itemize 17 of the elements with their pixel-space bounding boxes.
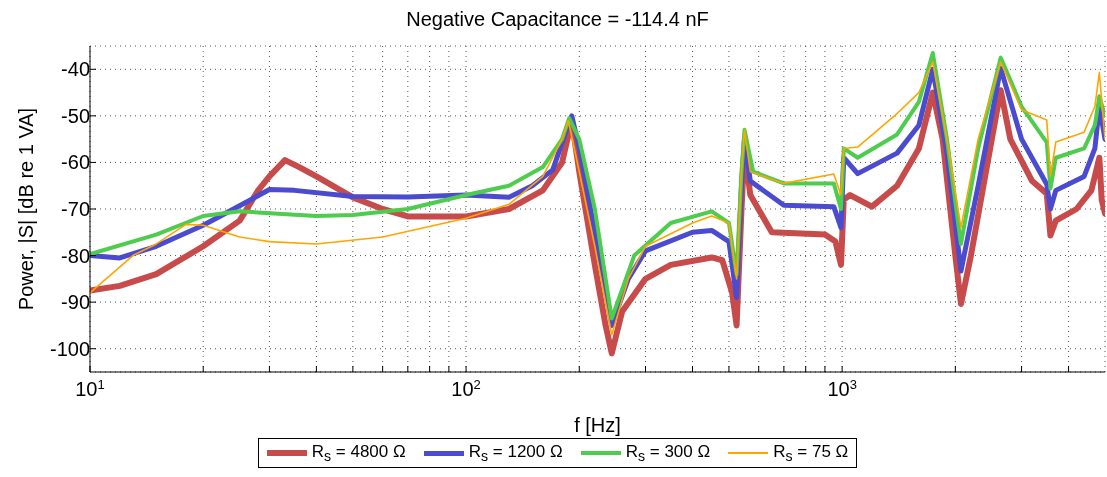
y-tick-label: -70: [61, 198, 90, 220]
x-tick-label: 10$^{3}$: [827, 376, 857, 400]
y-tick-label: -100: [49, 337, 90, 360]
y-tick-label: -50: [61, 104, 90, 127]
y-tick-label: -80: [61, 244, 90, 267]
legend-label: R$_{s}$ = 1200 Ω: [468, 442, 563, 465]
x-tick-label: 10$^{2}$: [451, 376, 481, 400]
y-tick-label: -40: [61, 58, 90, 81]
legend-label: R$_{s}$ = 4800 Ω: [311, 442, 406, 465]
x-axis-title: f [Hz]: [574, 414, 621, 436]
chart-title: Negative Capacitance = -114.4 nF: [405, 8, 710, 32]
y-axis-title: Power, |S| [dB re 1 VA]: [15, 107, 38, 311]
legend-label: R$_{s}$ = 75 Ω: [773, 442, 849, 465]
legend-label: R$_{s}$ = 300 Ω: [625, 442, 711, 465]
y-tick-label: -60: [61, 151, 90, 174]
x-tick-label: 10$^{1}$: [75, 376, 105, 400]
y-tick-label: -90: [61, 291, 90, 314]
